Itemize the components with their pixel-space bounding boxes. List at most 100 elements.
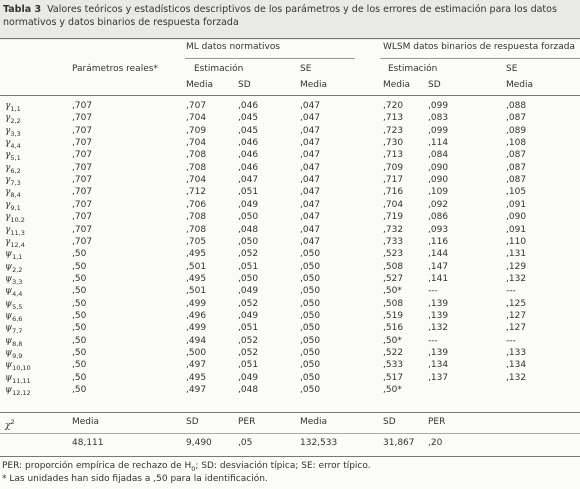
cell: ,516	[383, 323, 404, 334]
rule	[0, 95, 580, 96]
rule	[380, 58, 580, 59]
cell: ,707	[72, 175, 93, 186]
cell: ,496	[186, 310, 207, 321]
parameter-index: 1,1	[12, 252, 23, 261]
cell: ,047	[300, 175, 321, 186]
row-label: γ7,3	[5, 175, 21, 189]
parameter-index: 4,4	[12, 290, 23, 299]
footnote-subscript: 0	[191, 464, 196, 473]
cell: ,048	[238, 224, 259, 235]
cell: ,092	[428, 199, 449, 210]
cell: ,533	[383, 360, 404, 371]
cell: ,087	[506, 150, 527, 161]
column-header: Estimación	[194, 64, 244, 74]
parameter-index: 6,2	[10, 166, 21, 175]
cell: ,500	[186, 348, 207, 358]
cell: 132,533	[300, 438, 338, 448]
cell: ,091	[506, 199, 527, 210]
cell: ,110	[506, 236, 527, 247]
cell: ,495	[186, 273, 207, 284]
group-header: ML datos normativos	[186, 42, 281, 52]
cell: ,046	[238, 101, 259, 111]
parameter: χ	[5, 421, 11, 431]
caption-label: Tabla 3	[3, 4, 42, 15]
cell: ,508	[383, 261, 404, 272]
cell: ,141	[428, 273, 449, 284]
parameter-index: 11,3	[10, 228, 25, 237]
cell: ,050	[238, 212, 259, 223]
row-label: γ10,2	[5, 212, 25, 226]
rule	[0, 456, 580, 457]
cell: ,047	[300, 150, 321, 161]
cell: ,084	[428, 150, 449, 161]
row-label: ψ8,8	[5, 336, 22, 350]
cell: ,047	[300, 187, 321, 198]
parameter: γ	[5, 175, 11, 186]
parameter: γ	[5, 113, 11, 124]
parameter-index: 12,12	[12, 388, 31, 397]
row-label: ψ1,1	[5, 249, 22, 263]
cell: ,708	[186, 162, 207, 173]
cell: ,707	[72, 138, 93, 149]
row-label: ψ7,7	[5, 323, 22, 337]
cell: ,708	[186, 212, 207, 223]
column-header: SD	[428, 80, 441, 90]
caption: Tabla 3 Valores teóricos y estadísticos …	[0, 0, 580, 40]
parameter-index: 7,3	[10, 178, 21, 187]
cell: ,519	[383, 310, 404, 321]
parameter: ψ	[5, 335, 13, 346]
cell: ,723	[383, 125, 404, 136]
row-label: γ6,2	[5, 163, 21, 177]
cell: ,127	[506, 323, 527, 334]
cell: ,707	[72, 101, 93, 111]
column-header: Estimación	[388, 64, 438, 74]
cell: ,090	[428, 162, 449, 173]
cell: ,523	[383, 249, 404, 260]
cell: ,50	[72, 385, 87, 396]
cell: ,720	[383, 101, 404, 111]
cell: ,501	[186, 286, 207, 297]
cell: ,05	[238, 438, 253, 448]
parameter-index: 10,10	[12, 364, 31, 373]
cell: ,050	[300, 335, 321, 346]
parameter: γ	[5, 125, 11, 136]
cell: ,099	[428, 125, 449, 136]
cell: ,105	[506, 187, 527, 198]
cell: ,132	[428, 323, 449, 334]
cell: ,707	[186, 101, 207, 111]
cell: ,088	[506, 101, 527, 111]
footnote-text: ; SD: desviación típica; SE: error típic…	[195, 461, 371, 471]
cell: ,050	[300, 249, 321, 260]
cell: ,114	[428, 138, 449, 149]
cell: ,087	[506, 175, 527, 186]
cell: ,134	[506, 360, 527, 371]
cell: ,20	[428, 438, 443, 448]
cell: ,132	[506, 273, 527, 284]
cell: ,049	[238, 310, 259, 321]
parameter: γ	[5, 101, 11, 111]
cell: ,717	[383, 175, 404, 186]
parameter: γ	[5, 212, 11, 223]
cell: ,087	[506, 162, 527, 173]
cell: ,089	[506, 125, 527, 136]
column-header: Media	[506, 80, 534, 90]
cell: ,719	[383, 212, 404, 223]
cell: ,708	[186, 150, 207, 161]
cell: ,707	[72, 113, 93, 124]
cell: ,045	[238, 125, 259, 136]
cell: ,50*	[383, 385, 402, 396]
row-label: γ9,1	[5, 200, 21, 214]
cell: ,050	[238, 236, 259, 247]
cell: ,704	[186, 113, 207, 124]
row-label: γ5,1	[5, 150, 21, 164]
cell: ,713	[383, 113, 404, 124]
cell: ,522	[383, 348, 404, 358]
parameter-index: 6,6	[12, 314, 23, 323]
cell: ,50	[72, 298, 87, 309]
column-header: Media	[186, 80, 214, 90]
cell: ,131	[506, 249, 527, 260]
row-label: γ3,3	[5, 126, 21, 140]
cell: ,052	[238, 335, 259, 346]
cell: ,137	[428, 372, 449, 383]
